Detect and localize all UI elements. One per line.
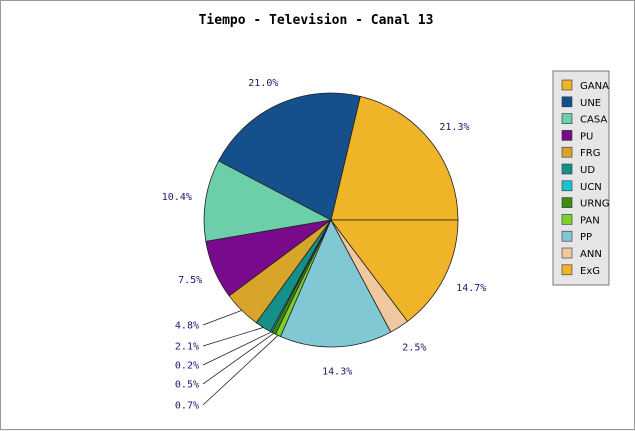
leader-line-ud: [202, 327, 264, 347]
pie-slice-une: [218, 92, 361, 221]
slice-labels: 21.3% 21.0% 10.4% 7.5% 4.8% 2.1% 0.2% 0.5% 0.7% 1…: [162, 78, 487, 411]
chart-title: Tiempo - Television - Canal 13: [199, 13, 434, 28]
legend-label-frg: FRG: [580, 148, 600, 159]
slice-label-pu: 7.5%: [178, 275, 202, 286]
leader-line-ucn: [202, 331, 272, 366]
legend-label-ud: UD: [580, 165, 595, 176]
legend-swatch-pu: [561, 130, 573, 141]
legend-label-exg: ExG: [580, 266, 600, 277]
slice-label-pan: 0.7%: [175, 401, 199, 412]
legend-swatch-exg: [561, 264, 573, 276]
legend-swatch-ann: [561, 247, 573, 259]
slice-label-une: 21.0%: [248, 78, 278, 89]
slice-label-casa: 10.4%: [162, 192, 192, 203]
slice-label-pp: 14.3%: [322, 366, 352, 377]
legend-label-pan: PAN: [580, 215, 600, 226]
pie-slice-casa: [203, 160, 333, 242]
legend-label-ann: ANN: [580, 249, 602, 260]
legend-swatch-une: [561, 96, 573, 108]
legend-label-pu: PU: [580, 131, 593, 142]
legend-swatch-ucn: [561, 180, 573, 192]
legend-swatch-pp: [561, 230, 573, 242]
leader-line-urng: [202, 333, 274, 385]
leader-line-frg: [202, 309, 242, 326]
legend-swatch-casa: [561, 113, 573, 124]
slice-label-gana: 21.3%: [439, 122, 469, 133]
slice-label-frg: 4.8%: [175, 321, 199, 332]
pie-slice-pp: [280, 219, 392, 348]
slice-label-urng: 0.5%: [175, 380, 199, 391]
legend-label-gana: GANA: [580, 81, 609, 92]
legend-swatch-ud: [561, 163, 573, 175]
pie-slice-exg: [330, 219, 459, 322]
legend-swatch-pan: [561, 214, 573, 225]
leader-line-pan: [202, 335, 279, 406]
legend-label-casa: CASA: [580, 115, 607, 126]
legend-label-une: UNE: [580, 98, 601, 109]
slice-label-exg: 14.7%: [456, 283, 486, 294]
legend-swatch-urng: [561, 197, 573, 208]
legend-label-pp: PP: [580, 232, 592, 243]
legend-label-ucn: UCN: [580, 182, 602, 193]
slice-label-ucn: 0.2%: [175, 361, 199, 372]
legend-swatch-frg: [561, 146, 573, 158]
slice-label-ud: 2.1%: [175, 342, 199, 353]
pie-slice-gana: [330, 95, 459, 221]
slice-label-ann: 2.5%: [402, 343, 426, 354]
legend: GANA UNE CASA PU FRG UD UCN URNG PAN PP ANN ExG: [552, 70, 610, 286]
legend-label-urng: URNG: [580, 199, 610, 210]
pie-slices: [203, 92, 459, 348]
legend-swatch-gana: [561, 79, 573, 91]
